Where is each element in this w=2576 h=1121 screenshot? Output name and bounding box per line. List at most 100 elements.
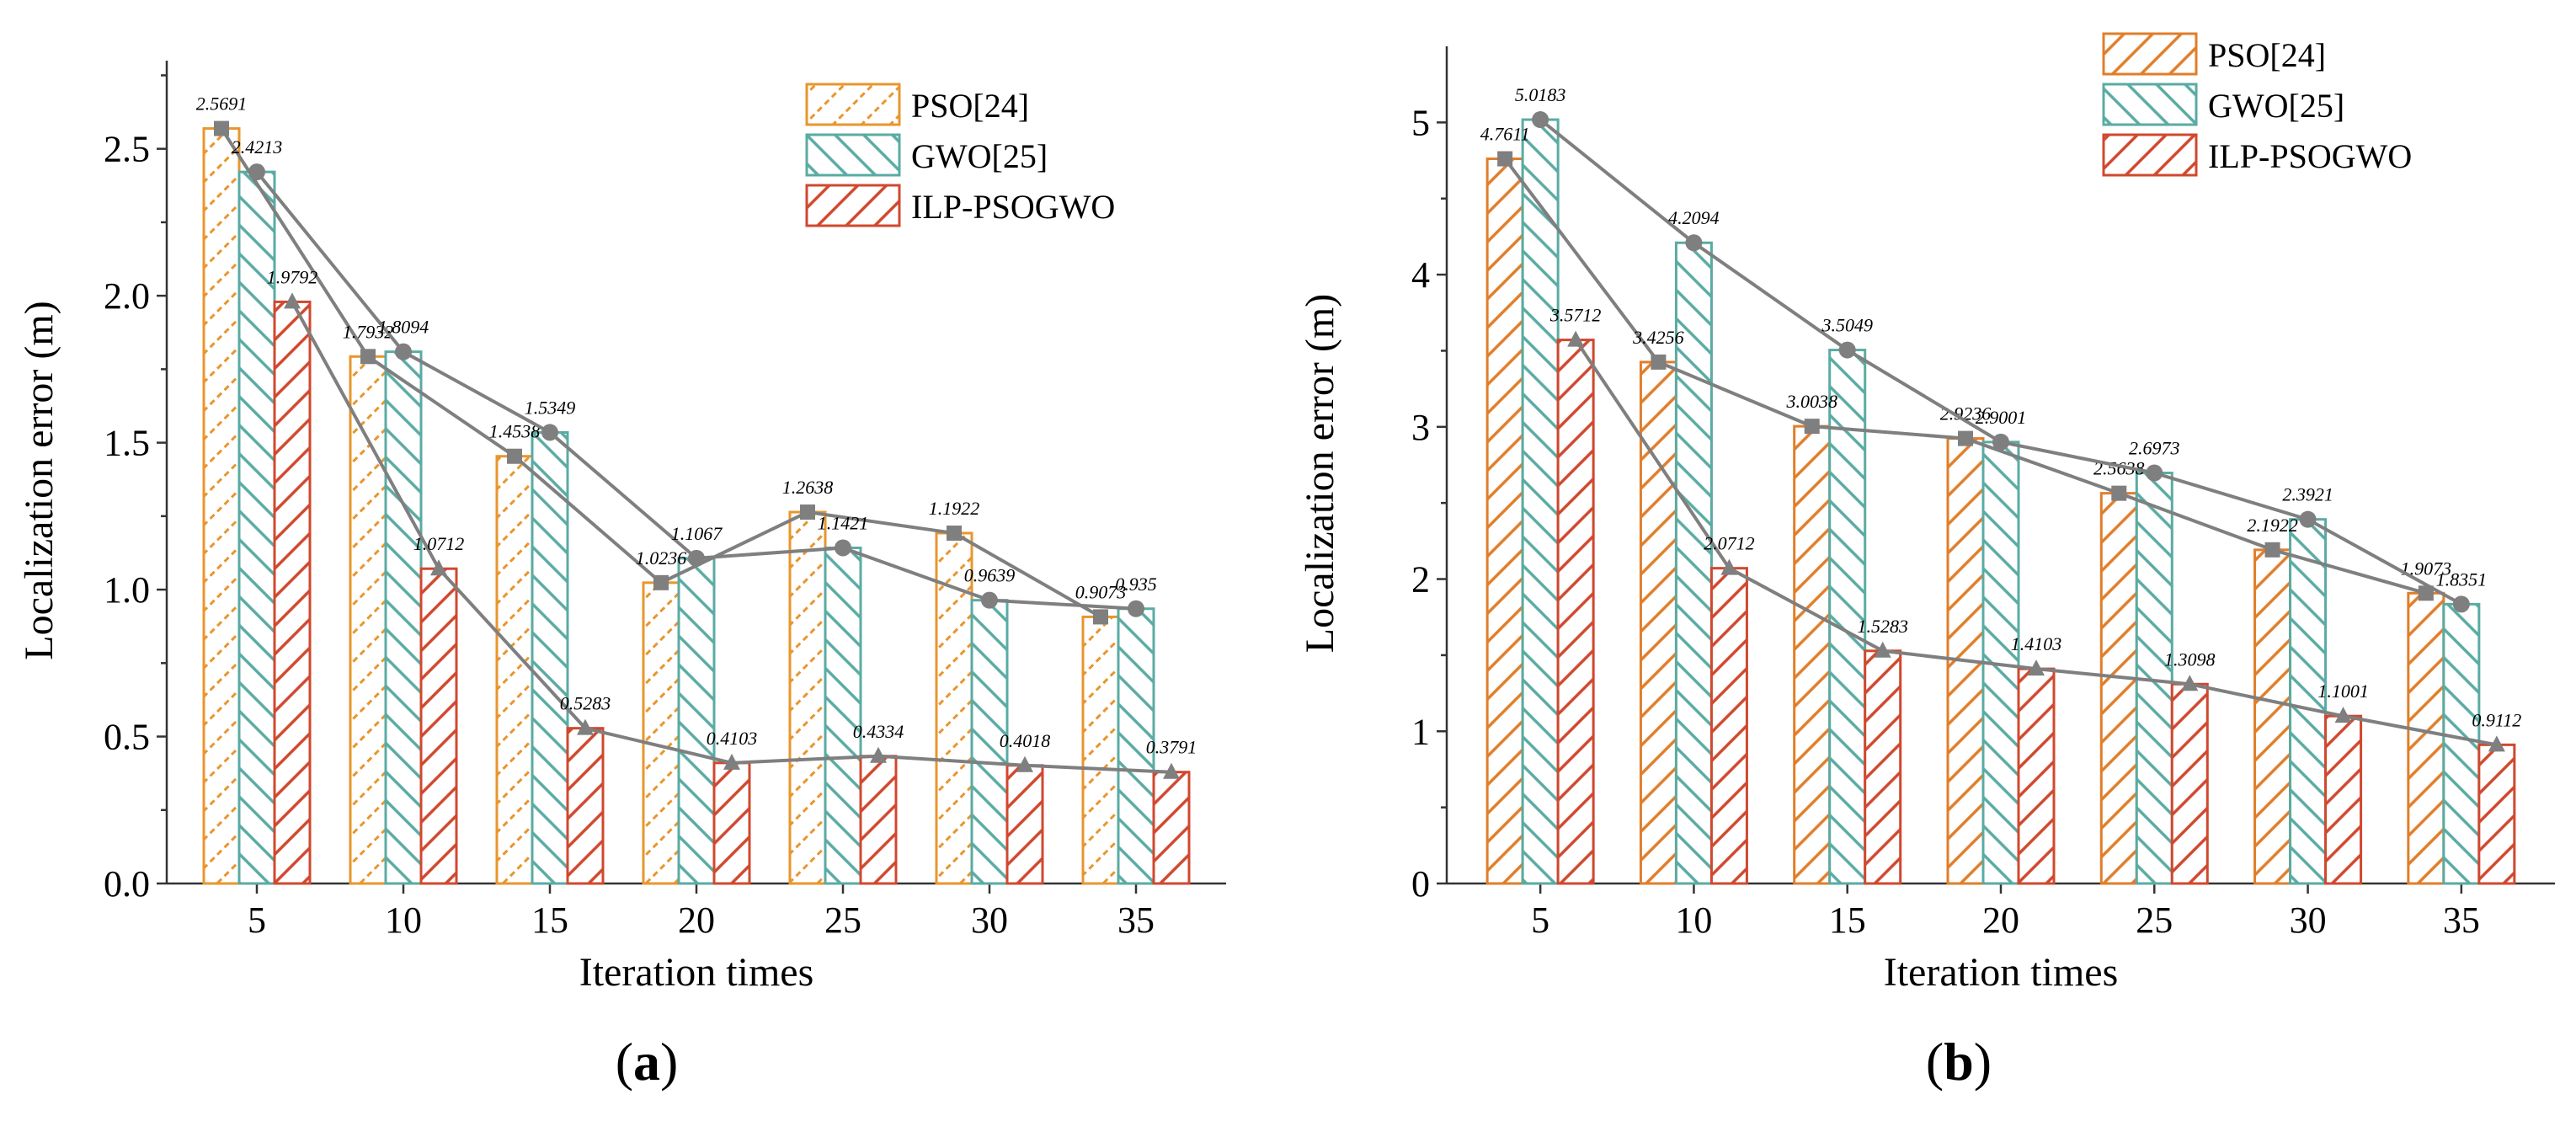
- x-tick-label: 10: [385, 899, 422, 941]
- y-tick-label: 3: [1411, 407, 1430, 448]
- y-tick-label: 2.5: [104, 129, 150, 170]
- bar-ilp-psogwo-35: [1152, 771, 1191, 885]
- data-marker: [2488, 735, 2505, 752]
- data-label: 1.5283: [1857, 616, 1908, 637]
- data-label: 1.3098: [2164, 649, 2216, 670]
- data-label: 3.5049: [1821, 315, 1873, 336]
- data-marker: [2452, 595, 2470, 613]
- data-label: 1.4103: [2011, 633, 2062, 654]
- y-tick-label: 0: [1411, 863, 1430, 905]
- y-tick-label: 5: [1411, 102, 1430, 143]
- data-label: 0.4334: [853, 721, 904, 742]
- data-label: 1.1922: [929, 498, 980, 519]
- data-label: 1.5349: [525, 397, 576, 418]
- data-marker: [360, 349, 376, 365]
- bar-pso-24--15: [1793, 424, 1832, 885]
- bar-pso-24--5: [1485, 157, 1524, 885]
- bar-pso-24--25: [788, 510, 827, 885]
- data-marker: [2028, 659, 2045, 676]
- bar-ilp-psogwo-10: [1709, 567, 1748, 885]
- data-marker: [2334, 707, 2352, 723]
- data-marker: [507, 448, 522, 464]
- bar-gwo-25--35: [2442, 602, 2481, 885]
- data-label: 0.935: [1115, 574, 1157, 595]
- data-marker: [248, 163, 265, 181]
- bar-gwo-25--15: [531, 430, 569, 885]
- data-marker: [723, 753, 740, 770]
- legend-label: PSO[24]: [911, 87, 1029, 125]
- bar-ilp-psogwo-15: [566, 727, 605, 885]
- data-marker: [947, 526, 962, 542]
- bar-ilp-psogwo-25: [859, 755, 898, 885]
- legend-swatch: [805, 83, 901, 126]
- data-marker: [1128, 600, 1144, 617]
- data-label: 0.4103: [707, 728, 758, 749]
- data-label: 1.1067: [671, 523, 723, 544]
- data-marker: [2299, 510, 2317, 528]
- data-label: 2.9001: [1976, 407, 2027, 428]
- data-marker: [541, 424, 558, 441]
- bar-pso-24--25: [2099, 492, 2138, 885]
- chart-panel-b: 0 1 2 3 4 5 5 10 15 20 25 30 35 4.7611 3.4256 3.0038 2.9…: [1298, 32, 2555, 1092]
- data-label: 4.2094: [1668, 207, 1720, 228]
- data-marker: [2146, 464, 2163, 482]
- data-marker: [800, 504, 815, 520]
- legend-label: PSO[24]: [2208, 36, 2326, 74]
- y-axis-title: Localization error (m): [1298, 294, 1342, 653]
- bar-gwo-25--15: [1828, 349, 1867, 885]
- bar-ilp-psogwo-25: [2170, 682, 2209, 885]
- data-label: 1.8351: [2436, 569, 2488, 590]
- y-tick-label: 1: [1411, 711, 1430, 752]
- data-marker: [577, 718, 594, 735]
- data-marker: [1958, 430, 1973, 446]
- legend-label: ILP-PSOGWO: [2208, 137, 2412, 175]
- x-tick-label: 35: [1117, 899, 1155, 941]
- data-marker: [2418, 585, 2434, 601]
- data-label: 1.9792: [267, 266, 318, 287]
- x-tick-label: 30: [971, 899, 1008, 941]
- data-label: 2.3921: [2282, 484, 2333, 505]
- y-tick-label: 0.5: [104, 717, 150, 758]
- x-tick-label: 10: [1675, 899, 1712, 941]
- data-label: 1.1421: [818, 512, 869, 533]
- chart-panel-a: 0.00.51.01.52.02.55 10 15 20 25 30 352.56911.7…: [17, 61, 1226, 1092]
- bar-gwo-25--5: [1521, 118, 1560, 885]
- data-marker: [430, 559, 447, 576]
- data-marker: [1163, 762, 1180, 779]
- data-marker: [1804, 419, 1820, 435]
- data-marker: [1651, 354, 1667, 370]
- data-marker: [1685, 234, 1703, 252]
- data-marker: [1567, 330, 1585, 347]
- data-marker: [214, 120, 229, 136]
- y-axis-title: Localization error (m): [17, 301, 61, 659]
- x-tick-label: 25: [824, 899, 861, 941]
- bar-pso-24--5: [202, 127, 241, 885]
- data-label: 0.5283: [560, 693, 611, 714]
- bar-pso-24--30: [2253, 548, 2292, 885]
- data-label: 1.0712: [413, 533, 465, 554]
- x-axis-title: Iteration times: [1884, 950, 2119, 995]
- y-tick-label: 0.0: [104, 863, 150, 905]
- data-marker: [1720, 558, 1738, 575]
- data-marker: [1016, 755, 1033, 772]
- bar-ilp-psogwo-30: [1005, 764, 1044, 885]
- data-label: 0.3791: [1146, 737, 1197, 758]
- legend-swatch: [2102, 83, 2198, 126]
- bar-gwo-25--10: [384, 350, 423, 885]
- bar-ilp-psogwo-30: [2324, 714, 2363, 885]
- x-tick-label: 20: [678, 899, 715, 941]
- data-marker: [1532, 111, 1549, 129]
- data-marker: [1838, 341, 1856, 359]
- legend-label: GWO[25]: [911, 137, 1048, 175]
- data-label: 2.5691: [196, 93, 248, 115]
- bar-pso-24--15: [495, 455, 534, 885]
- legend-label: ILP-PSOGWO: [911, 188, 1115, 226]
- bar-ilp-psogwo-35: [2477, 743, 2516, 885]
- data-marker: [870, 746, 887, 763]
- bar-pso-24--10: [1639, 360, 1677, 885]
- x-tick-label: 5: [1531, 899, 1549, 941]
- data-marker: [835, 539, 851, 557]
- data-marker: [2181, 675, 2199, 691]
- legend-swatch: [2102, 133, 2198, 177]
